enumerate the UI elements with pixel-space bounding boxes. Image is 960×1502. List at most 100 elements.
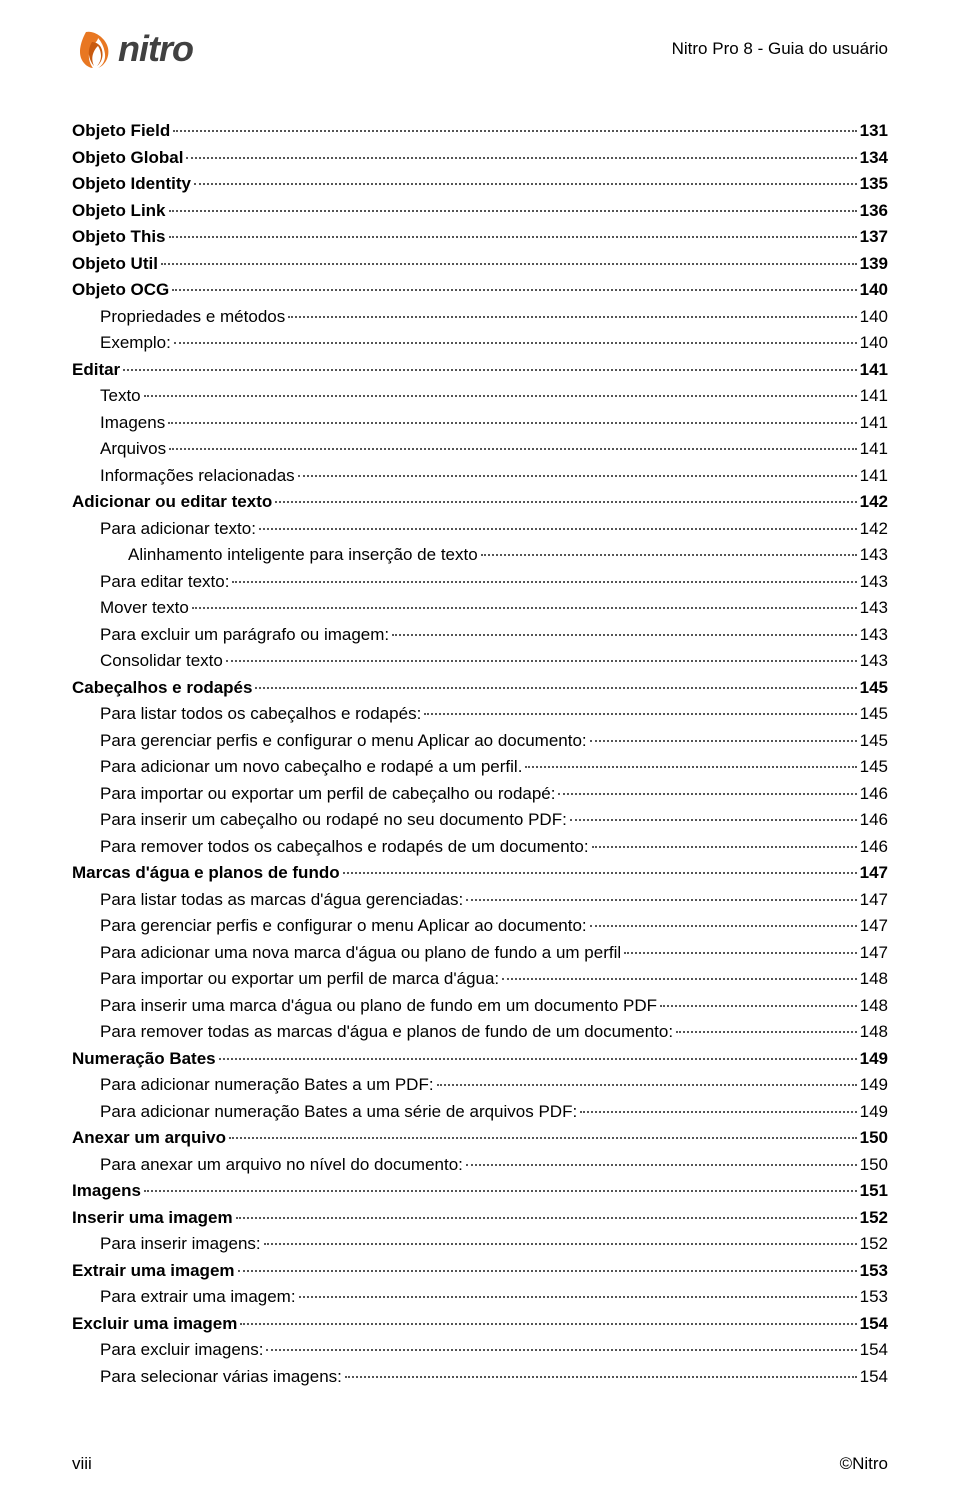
toc-leader-dots [590, 925, 857, 927]
toc-page-number: 140 [860, 330, 888, 356]
toc-entry[interactable]: Numeração Bates149 [72, 1046, 888, 1072]
toc-entry[interactable]: Objeto Link136 [72, 198, 888, 224]
toc-leader-dots [676, 1031, 857, 1033]
toc-entry[interactable]: Para importar ou exportar um perfil de m… [72, 966, 888, 992]
toc-page-number: 152 [860, 1231, 888, 1257]
toc-entry[interactable]: Objeto This137 [72, 224, 888, 250]
toc-leader-dots [590, 740, 857, 742]
toc-entry[interactable]: Informações relacionadas141 [72, 463, 888, 489]
toc-entry[interactable]: Para listar todas as marcas d'água geren… [72, 887, 888, 913]
toc-label: Extrair uma imagem [72, 1258, 235, 1284]
toc-entry[interactable]: Para adicionar texto:142 [72, 516, 888, 542]
toc-label: Para inserir um cabeçalho ou rodapé no s… [100, 807, 567, 833]
toc-entry[interactable]: Adicionar ou editar texto142 [72, 489, 888, 515]
toc-entry[interactable]: Consolidar texto 143 [72, 648, 888, 674]
toc-label: Para adicionar uma nova marca d'água ou … [100, 940, 621, 966]
toc-page-number: 143 [860, 622, 888, 648]
toc-page-number: 141 [860, 357, 888, 383]
toc-entry[interactable]: Imagens151 [72, 1178, 888, 1204]
toc-label: Propriedades e métodos [100, 304, 285, 330]
toc-entry[interactable]: Arquivos141 [72, 436, 888, 462]
toc-leader-dots [592, 846, 857, 848]
toc-label: Numeração Bates [72, 1046, 216, 1072]
toc-page-number: 131 [860, 118, 888, 144]
toc-entry[interactable]: Para remover todos os cabeçalhos e rodap… [72, 834, 888, 860]
toc-entry[interactable]: Para extrair uma imagem:153 [72, 1284, 888, 1310]
toc-entry[interactable]: Para inserir uma marca d'água ou plano d… [72, 993, 888, 1019]
toc-entry[interactable]: Cabeçalhos e rodapés145 [72, 675, 888, 701]
toc-entry[interactable]: Anexar um arquivo150 [72, 1125, 888, 1151]
toc-leader-dots [525, 766, 856, 768]
toc-page-number: 142 [860, 489, 888, 515]
toc-entry[interactable]: Para adicionar uma nova marca d'água ou … [72, 940, 888, 966]
toc-label: Para listar todos os cabeçalhos e rodapé… [100, 701, 421, 727]
document-title: Nitro Pro 8 - Guia do usuário [672, 39, 888, 59]
toc-leader-dots [194, 183, 857, 185]
toc-entry[interactable]: Excluir uma imagem154 [72, 1311, 888, 1337]
toc-page-number: 140 [860, 304, 888, 330]
toc-entry[interactable]: Para adicionar um novo cabeçalho e rodap… [72, 754, 888, 780]
toc-entry[interactable]: Para remover todas as marcas d'água e pl… [72, 1019, 888, 1045]
toc-entry[interactable]: Objeto Global134 [72, 145, 888, 171]
toc-label: Objeto OCG [72, 277, 169, 303]
toc-entry[interactable]: Alinhamento inteligente para inserção de… [72, 542, 888, 568]
toc-entry[interactable]: Para gerenciar perfis e configurar o men… [72, 728, 888, 754]
toc-page-number: 141 [860, 436, 888, 462]
toc-entry[interactable]: Para importar ou exportar um perfil de c… [72, 781, 888, 807]
toc-entry[interactable]: Objeto Identity135 [72, 171, 888, 197]
toc-entry[interactable]: Para excluir um parágrafo ou imagem:143 [72, 622, 888, 648]
toc-leader-dots [168, 422, 856, 424]
toc-label: Texto [100, 383, 141, 409]
toc-entry[interactable]: Editar141 [72, 357, 888, 383]
toc-entry[interactable]: Exemplo:140 [72, 330, 888, 356]
toc-leader-dots [169, 236, 857, 238]
toc-page-number: 141 [860, 383, 888, 409]
toc-entry[interactable]: Para anexar um arquivo no nível do docum… [72, 1152, 888, 1178]
toc-entry[interactable]: Extrair uma imagem153 [72, 1258, 888, 1284]
toc-entry[interactable]: Para selecionar várias imagens:154 [72, 1364, 888, 1390]
toc-page-number: 143 [860, 648, 888, 674]
toc-label: Para adicionar numeração Bates a uma sér… [100, 1099, 577, 1125]
toc-label: Objeto Identity [72, 171, 191, 197]
toc-leader-dots [345, 1376, 857, 1378]
toc-page-number: 145 [860, 701, 888, 727]
toc-page-number: 147 [860, 887, 888, 913]
toc-entry[interactable]: Propriedades e métodos 140 [72, 304, 888, 330]
toc-label: Consolidar texto [100, 648, 223, 674]
toc-entry[interactable]: Para adicionar numeração Bates a uma sér… [72, 1099, 888, 1125]
toc-leader-dots [192, 607, 857, 609]
toc-leader-dots [169, 448, 856, 450]
toc-entry[interactable]: Para listar todos os cabeçalhos e rodapé… [72, 701, 888, 727]
toc-entry[interactable]: Para inserir um cabeçalho ou rodapé no s… [72, 807, 888, 833]
toc-label: Objeto Field [72, 118, 170, 144]
toc-label: Marcas d'água e planos de fundo [72, 860, 340, 886]
toc-entry[interactable]: Para inserir imagens:152 [72, 1231, 888, 1257]
toc-leader-dots [172, 289, 856, 291]
toc-entry[interactable]: Inserir uma imagem152 [72, 1205, 888, 1231]
toc-entry[interactable]: Marcas d'água e planos de fundo 147 [72, 860, 888, 886]
toc-entry[interactable]: Objeto Field 131 [72, 118, 888, 144]
toc-entry[interactable]: Para gerenciar perfis e configurar o men… [72, 913, 888, 939]
toc-page-number: 142 [860, 516, 888, 542]
toc-page-number: 145 [860, 675, 888, 701]
toc-entry[interactable]: Para adicionar numeração Bates a um PDF:… [72, 1072, 888, 1098]
toc-page-number: 147 [860, 860, 888, 886]
toc-page-number: 151 [860, 1178, 888, 1204]
toc-label: Objeto Global [72, 145, 183, 171]
toc-entry[interactable]: Objeto Util139 [72, 251, 888, 277]
toc-entry[interactable]: Texto 141 [72, 383, 888, 409]
toc-entry[interactable]: Para excluir imagens:154 [72, 1337, 888, 1363]
page-header: nitro Nitro Pro 8 - Guia do usuário [72, 28, 888, 70]
toc-label: Para listar todas as marcas d'água geren… [100, 887, 463, 913]
toc-leader-dots [161, 263, 857, 265]
toc-label: Para inserir uma marca d'água ou plano d… [100, 993, 657, 1019]
toc-leader-dots [219, 1058, 857, 1060]
toc-entry[interactable]: Imagens141 [72, 410, 888, 436]
toc-entry[interactable]: Mover texto143 [72, 595, 888, 621]
toc-entry[interactable]: Para editar texto:143 [72, 569, 888, 595]
toc-page-number: 145 [860, 754, 888, 780]
toc-entry[interactable]: Objeto OCG140 [72, 277, 888, 303]
toc-leader-dots [298, 475, 857, 477]
toc-page-number: 148 [860, 993, 888, 1019]
toc-leader-dots [424, 713, 856, 715]
